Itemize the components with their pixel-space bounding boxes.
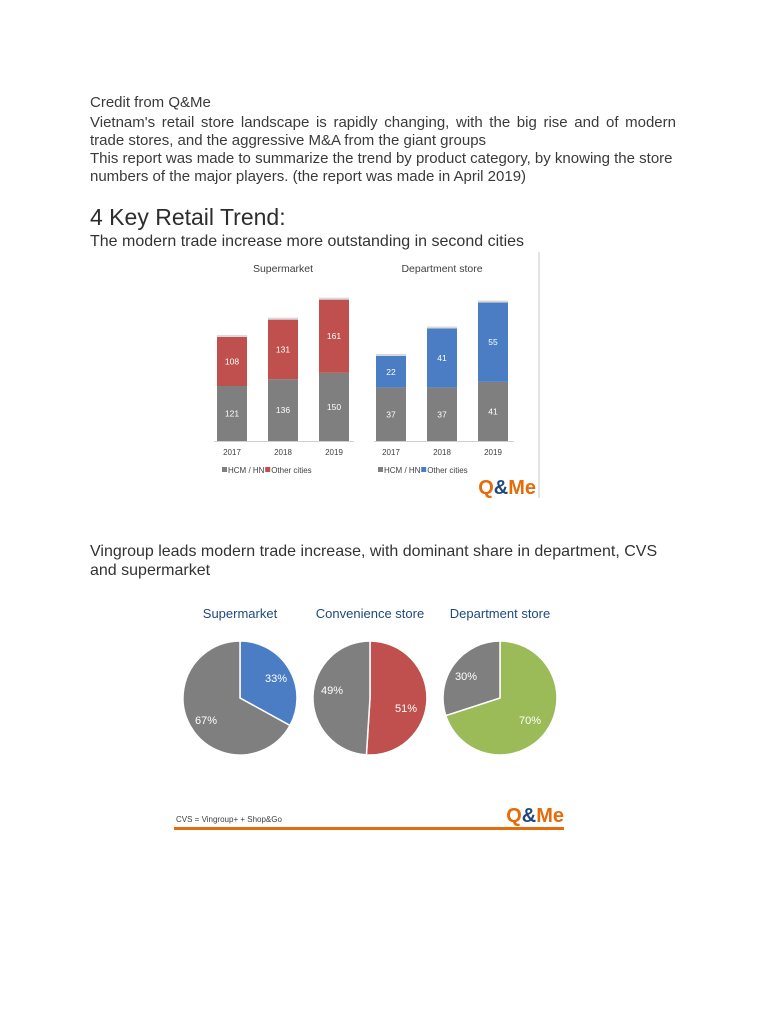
bar-data-label: 136 xyxy=(276,405,290,415)
bar-top-edge xyxy=(478,300,508,303)
pie-slice xyxy=(365,640,428,756)
credit-line: Credit from Q&Me xyxy=(90,94,211,111)
bar-segment xyxy=(217,386,247,441)
bar-data-label: 41 xyxy=(488,406,498,416)
x-tick-label: 2019 xyxy=(484,448,502,457)
bar-segment xyxy=(478,381,508,441)
intro-paragraph-1: Vietnam's retail store landscape is rapi… xyxy=(90,114,676,149)
bar-segment xyxy=(478,302,508,382)
bar-segment xyxy=(319,372,349,441)
bar-segment xyxy=(427,387,457,441)
bar-data-label: 37 xyxy=(386,409,396,419)
intro-paragraph-2: This report was made to summarize the tr… xyxy=(90,150,673,185)
pie-slice-label: 33% xyxy=(265,673,287,685)
bar-data-label: 41 xyxy=(437,353,447,363)
x-tick-label: 2018 xyxy=(274,448,292,457)
legend-label: HCM / HN xyxy=(228,466,265,475)
legend-swatch xyxy=(378,467,383,472)
bar-top-edge xyxy=(376,353,406,356)
bar-data-label: 150 xyxy=(327,402,341,412)
bar-top-edge xyxy=(319,297,349,300)
pie-slice xyxy=(444,640,558,756)
legend-swatch xyxy=(421,467,427,472)
bar-data-label: 55 xyxy=(488,337,498,347)
pie-figure-logo: Q&Me xyxy=(506,805,564,827)
legend-swatch xyxy=(222,467,227,472)
bar-chart-title: Supermarket xyxy=(253,263,313,275)
bar-chart-figure: Supermarket 121 108 2017 136 131 2018 150 161 201… xyxy=(214,252,540,499)
x-tick-label: 2018 xyxy=(433,448,451,457)
bar-data-label: 108 xyxy=(225,356,239,366)
pie-slice xyxy=(239,640,298,727)
bar-top-edge xyxy=(268,317,298,320)
pie-slice-label: 30% xyxy=(455,671,477,683)
bar-data-label: 121 xyxy=(225,409,239,419)
bar-segment xyxy=(217,336,247,386)
bar-top-edge xyxy=(217,334,247,337)
legend-label: Other cities xyxy=(427,466,467,475)
pie-slice-label: 67% xyxy=(195,715,217,727)
x-tick-label: 2017 xyxy=(223,448,241,457)
bar-data-label: 131 xyxy=(276,344,290,354)
bar-data-label: 22 xyxy=(386,367,396,377)
legend-label: Other cities xyxy=(271,466,311,475)
bar-chart-title: Department store xyxy=(401,263,482,275)
footer-rule xyxy=(174,827,564,830)
trend-subheading-2: Vingroup leads modern trade increase, wi… xyxy=(90,543,658,579)
bar-segment xyxy=(268,379,298,441)
bar-segment xyxy=(427,328,457,388)
pie-footnote: CVS = Vingroup+ + Shop&Go xyxy=(176,815,282,824)
legend-label: HCM / HN xyxy=(384,466,421,475)
pie-slice-label: 49% xyxy=(321,685,343,697)
section-heading: 4 Key Retail Trend: xyxy=(90,204,286,230)
pie-slice-label: 70% xyxy=(519,715,541,727)
x-tick-label: 2017 xyxy=(382,448,400,457)
legend-swatch xyxy=(265,467,271,472)
bar-segment xyxy=(268,319,298,380)
bar-segment xyxy=(376,387,406,441)
bar-data-label: 161 xyxy=(327,331,341,341)
pie-slice xyxy=(442,640,501,717)
pie-slice xyxy=(312,640,371,756)
pie-slice-label: 51% xyxy=(395,703,417,715)
pie-slice xyxy=(182,640,291,756)
pie-chart-title: Supermarket xyxy=(203,606,278,621)
bar-figure-logo: Q&Me xyxy=(478,477,536,499)
x-tick-label: 2019 xyxy=(325,448,343,457)
bar-segment xyxy=(376,355,406,388)
bar-segment xyxy=(319,299,349,373)
pie-chart-title: Convenience store xyxy=(316,606,424,621)
trend-subheading-1: The modern trade increase more outstandi… xyxy=(90,233,525,250)
bar-data-label: 37 xyxy=(437,409,447,419)
pie-chart-title: Department store xyxy=(450,606,550,621)
bar-top-edge xyxy=(427,326,457,329)
pie-chart-figure: Supermarket 33% 67% Convenience store 51% 49%… xyxy=(174,606,564,830)
